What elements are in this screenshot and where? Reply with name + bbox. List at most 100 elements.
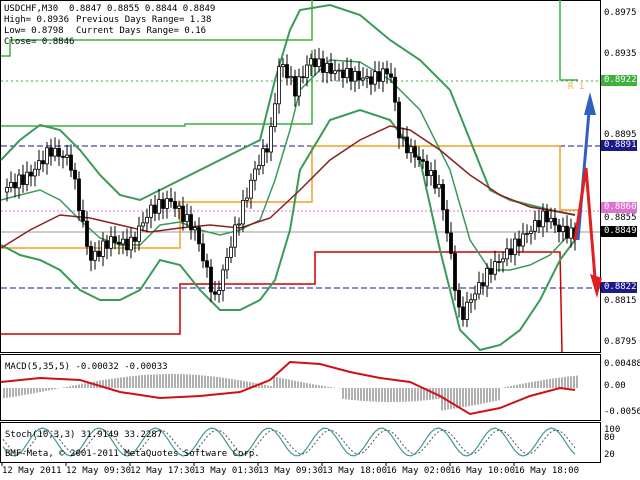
candle-body: [265, 148, 269, 153]
candle-body: [129, 236, 133, 251]
macd-bar: [441, 388, 443, 411]
candle-body: [97, 250, 101, 257]
candle-body: [369, 76, 373, 85]
macd-bar: [465, 388, 467, 407]
macd-bar: [162, 374, 164, 388]
candle-body: [29, 171, 33, 177]
axis-ticks: [1, 462, 515, 466]
candle-body: [305, 64, 309, 78]
macd-bar: [390, 388, 392, 402]
macd-bar: [375, 388, 377, 402]
macd-bar: [285, 379, 287, 388]
candle-body: [461, 306, 465, 320]
copyright-text: BMF-Meta, © 2001-2011 MetaQuotes Softwar…: [5, 449, 260, 459]
macd-bar: [24, 388, 26, 395]
candle-body: [253, 168, 257, 181]
candle-body: [105, 240, 109, 249]
macd-bar: [75, 385, 77, 388]
high-value: High= 0.8936: [4, 15, 70, 25]
candle-body: [125, 238, 129, 251]
candle-body: [413, 146, 417, 158]
candle-body: [241, 199, 245, 225]
candle-body: [237, 223, 241, 226]
time-axis-label: 13 May 09:30: [258, 466, 324, 476]
macd-bar: [114, 378, 116, 388]
candle-body: [57, 147, 61, 157]
macd-bar: [486, 388, 488, 403]
macd-bar: [549, 378, 551, 388]
macd-bar: [312, 384, 314, 388]
candle-body: [277, 66, 281, 105]
macd-bar: [261, 384, 263, 388]
macd-bar: [249, 382, 251, 388]
macd-bar: [450, 388, 452, 410]
price-axis-label: 0.8935: [604, 49, 637, 59]
candle-body: [361, 77, 365, 81]
macd-bar: [507, 386, 509, 388]
macd-bar: [357, 388, 359, 401]
candle-body: [261, 148, 265, 166]
candle-body: [357, 70, 361, 81]
candle-body: [517, 238, 521, 247]
macd-bar: [246, 381, 248, 388]
close-value: Close= 0.8846: [4, 37, 75, 47]
macd-bar: [372, 388, 374, 402]
candle-body: [21, 174, 25, 185]
candle-body: [453, 253, 457, 291]
macd-bar: [360, 388, 362, 401]
candle-body: [457, 289, 461, 308]
time-axis-label: 12 May 17:30: [130, 466, 196, 476]
macd-bar: [429, 388, 431, 400]
symbol-quote: USDCHF,M30 0.8847 0.8855 0.8844 0.8849: [4, 4, 216, 14]
macd-bar: [141, 375, 143, 388]
macd-bar: [138, 375, 140, 388]
candle-body: [429, 170, 433, 177]
candle-body: [161, 199, 165, 209]
macd-bar: [327, 386, 329, 388]
time-axis-label: 13 May 01:30: [194, 466, 260, 476]
macd-bar: [414, 388, 416, 402]
candle-body: [309, 58, 313, 66]
macd-bar: [477, 388, 479, 405]
macd-bar: [87, 382, 89, 388]
macd-bar: [183, 374, 185, 388]
macd-bar: [3, 388, 5, 399]
red-arrow-head: [590, 274, 602, 298]
macd-bar: [309, 383, 311, 388]
candle-body: [229, 246, 233, 258]
macd-bar: [36, 388, 38, 393]
macd-bar: [201, 375, 203, 388]
candle-body: [445, 209, 449, 234]
candle-body: [177, 205, 181, 209]
macd-bar: [363, 388, 365, 401]
macd-bar: [534, 381, 536, 388]
green-r2-step: [1, 50, 313, 127]
candle-body: [469, 299, 473, 303]
stoch-axis-label: 80: [604, 433, 615, 443]
candle-body: [509, 248, 513, 256]
macd-bar: [345, 388, 347, 400]
candle-body: [433, 170, 437, 189]
macd-bar: [447, 388, 449, 410]
candle-body: [101, 240, 105, 257]
macd-bar: [117, 377, 119, 388]
candle-body: [65, 154, 69, 158]
macd-bar: [423, 388, 425, 401]
candle-body: [165, 198, 169, 209]
macd-bar: [369, 388, 371, 402]
candle-body: [501, 258, 505, 263]
green-r1-step: [559, 0, 578, 81]
r1-label: R 1: [568, 82, 585, 92]
macd-indicator: [0, 360, 578, 416]
candle-body: [421, 159, 425, 162]
macd-bar: [174, 374, 176, 388]
candle-body: [497, 261, 501, 263]
macd-bar: [45, 388, 47, 391]
macd-bar: [21, 388, 23, 396]
stoch-axis-label: 20: [604, 450, 615, 460]
candle-body: [281, 64, 285, 68]
macd-bar: [315, 384, 317, 388]
candle-body: [225, 257, 229, 271]
candle-body: [289, 76, 293, 79]
